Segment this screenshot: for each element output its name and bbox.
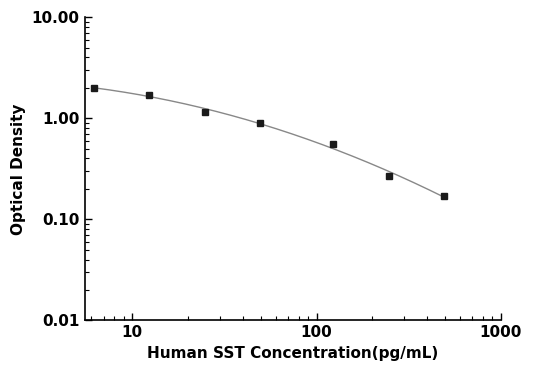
Y-axis label: Optical Density: Optical Density (11, 103, 26, 234)
X-axis label: Human SST Concentration(pg/mL): Human SST Concentration(pg/mL) (147, 346, 438, 361)
